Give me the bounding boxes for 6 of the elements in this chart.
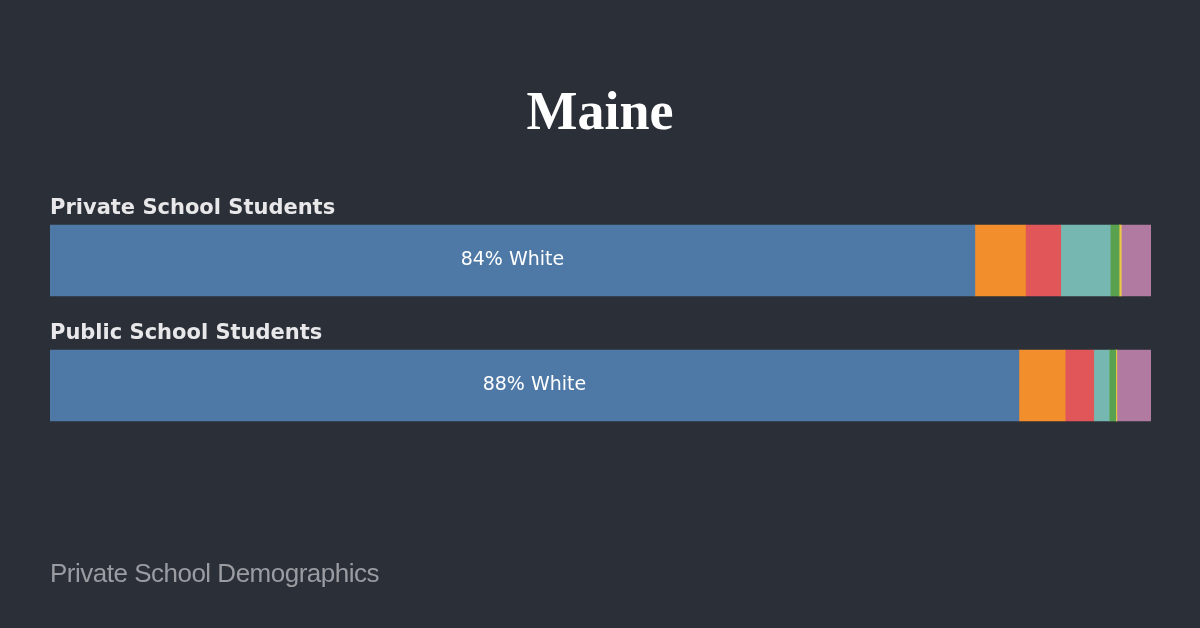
data-label: 88% White (482, 372, 587, 395)
chart-title: Maine (525, 80, 675, 142)
text: Private School Demographics (50, 558, 379, 589)
data-label: 84% White (460, 247, 565, 270)
y-tick-label: Public School Students (50, 319, 323, 344)
y-tick-label: Private School Students (50, 194, 336, 219)
